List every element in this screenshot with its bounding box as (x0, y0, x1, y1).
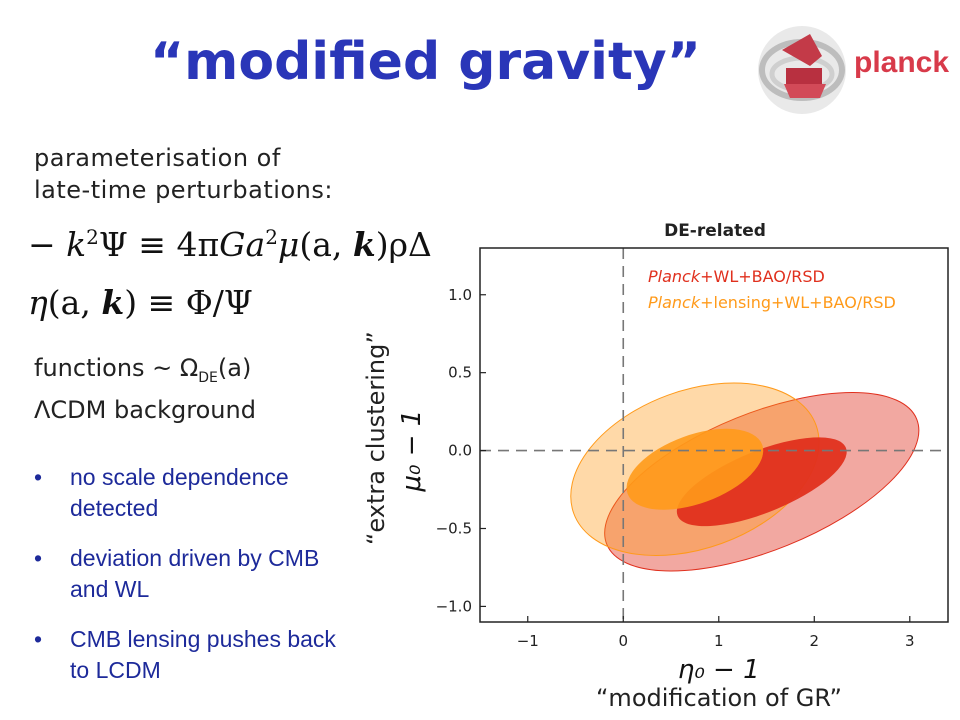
contour-inner-0 (676, 437, 847, 527)
x-tick-label: −1 (517, 632, 539, 650)
x-tick-label: 0 (618, 632, 628, 650)
bullet-item: • deviation driven by CMB and WL (34, 545, 320, 602)
y-tick-label: 1.0 (448, 286, 472, 304)
x-tick-label: 3 (905, 632, 915, 650)
functions-text: functions ~ ΩDE(a) ΛCDM background (34, 352, 256, 426)
background-line: ΛCDM background (34, 395, 256, 424)
functions-line: functions ~ ΩDE(a) (34, 354, 252, 386)
y-tick-label: −1.0 (436, 597, 472, 615)
y-caption: “extra clustering” (362, 331, 390, 545)
bullet-dot-icon: • (34, 545, 43, 571)
planck-logo-text: planck (854, 46, 950, 79)
intro-text: parameterisation of late-time perturbati… (34, 142, 333, 206)
y-axis-label: μ₀ − 1 (397, 410, 427, 493)
contour-inner-1 (626, 428, 764, 510)
contour-chart: DE-related −1 0 1 2 3 1.0 0.5 0.0 −0.5 −1.0 Planc… (397, 221, 949, 685)
bullet-dot-icon: • (34, 464, 43, 490)
planck-logo-mark (758, 26, 846, 114)
y-tick-label: 0.0 (448, 442, 472, 460)
slide-title: “modified gravity” (150, 32, 701, 92)
bullet-item: • CMB lensing pushes back to LCDM (34, 626, 336, 683)
y-tick-label: 0.5 (448, 364, 472, 382)
legend-entry: Planck+lensing+WL+BAO/RSD (648, 293, 896, 312)
bullet-item: • no scale dependence detected (34, 464, 289, 521)
x-caption: “modification of GR” (596, 684, 842, 712)
equation-poisson: − k2Ψ ≡ 4πGa2μ(a, k)ρΔ (28, 225, 432, 264)
chart-title: DE-related (664, 221, 766, 241)
intro-line-2: late-time perturbations: (34, 176, 333, 204)
planck-logo (758, 26, 846, 114)
x-tick-label: 1 (714, 632, 724, 650)
equation-slip: η(a, k) ≡ Φ/Ψ (28, 283, 253, 322)
bullet-dot-icon: • (34, 626, 43, 652)
bullet-list: • no scale dependence detected • deviation… (34, 462, 344, 705)
intro-line-1: parameterisation of (34, 144, 281, 172)
x-axis-label: η₀ − 1 (678, 655, 760, 685)
plot-frame (479, 247, 949, 623)
legend-entry: Planck+WL+BAO/RSD (648, 267, 825, 286)
x-tick-label: 2 (810, 632, 820, 650)
y-tick-label: −0.5 (436, 520, 472, 538)
